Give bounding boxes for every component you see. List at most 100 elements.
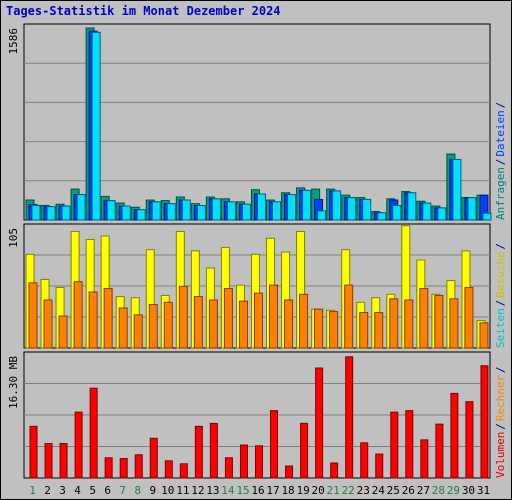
bar-volumen-day-13 <box>209 422 218 479</box>
bar-besuche-day-6 <box>103 288 113 349</box>
x-tick-day-14: 14 <box>221 484 235 497</box>
x-tick-day-27: 27 <box>417 484 430 497</box>
bar-besuche-day-25 <box>389 298 399 349</box>
y-max-label-bottom: 16.30 MB <box>7 356 20 409</box>
bar-volumen-day-21 <box>330 462 339 479</box>
bar-volumen-day-27 <box>420 439 429 479</box>
bar-seiten-day-5 <box>91 31 101 221</box>
bar-seiten-day-14 <box>226 201 236 221</box>
bar-seiten-day-7 <box>121 205 131 221</box>
bar-seiten-day-24 <box>377 212 387 221</box>
x-tick-day-21: 21 <box>327 484 340 497</box>
bar-besuche-day-17 <box>269 284 279 349</box>
legend-label-seiten: Seiten <box>494 308 507 348</box>
bar-volumen-day-30 <box>465 401 474 479</box>
bar-besuche-day-16 <box>253 292 263 349</box>
bar-besuche-day-19 <box>299 293 309 349</box>
x-tick-day-17: 17 <box>266 484 279 497</box>
bar-seiten-day-22 <box>347 197 357 221</box>
bar-volumen-day-26 <box>405 410 414 479</box>
bar-besuche-day-26 <box>404 299 414 349</box>
bar-volumen-day-17 <box>270 410 279 479</box>
bar-besuche-day-11 <box>178 285 188 349</box>
x-tick-day-8: 8 <box>134 484 141 497</box>
bar-seiten-day-4 <box>76 194 86 221</box>
bar-besuche-day-14 <box>223 288 233 349</box>
bar-seiten-day-23 <box>362 198 372 221</box>
bar-volumen-day-22 <box>345 356 354 479</box>
bar-seiten-day-19 <box>302 189 312 221</box>
x-tick-day-3: 3 <box>59 484 66 497</box>
bar-besuche-day-9 <box>148 304 158 349</box>
x-tick-day-7: 7 <box>119 484 126 497</box>
bar-seiten-day-13 <box>211 198 221 221</box>
bar-volumen-day-7 <box>119 458 128 479</box>
bar-besuche-day-12 <box>193 296 203 349</box>
legend-label-separator: / <box>494 102 507 109</box>
x-tick-day-10: 10 <box>161 484 174 497</box>
bar-seiten-day-16 <box>256 193 266 221</box>
bar-seiten-day-15 <box>241 203 251 221</box>
bar-volumen-day-10 <box>164 460 173 479</box>
x-tick-day-16: 16 <box>251 484 264 497</box>
bar-volumen-day-5 <box>89 387 98 479</box>
x-tick-day-25: 25 <box>387 484 400 497</box>
bar-volumen-day-4 <box>74 411 83 479</box>
bar-seiten-day-25 <box>392 204 402 221</box>
bar-seiten-day-11 <box>181 199 191 221</box>
bar-seiten-day-28 <box>437 207 447 221</box>
bar-besuche-day-24 <box>374 312 384 349</box>
x-tick-day-6: 6 <box>104 484 111 497</box>
bar-volumen-day-16 <box>254 445 263 479</box>
bar-volumen-day-24 <box>375 453 384 479</box>
bar-seiten-day-21 <box>332 190 342 221</box>
bar-volumen-day-8 <box>134 454 143 479</box>
x-tick-day-22: 22 <box>342 484 355 497</box>
legend-label-separator: / <box>494 423 507 430</box>
bar-seiten-day-8 <box>136 209 146 221</box>
legend-label-separator: / <box>494 366 507 373</box>
x-tick-day-26: 26 <box>402 484 415 497</box>
x-tick-day-2: 2 <box>44 484 51 497</box>
bar-volumen-day-6 <box>104 457 113 479</box>
bar-besuche-day-20 <box>314 308 324 349</box>
bar-seiten-day-12 <box>196 204 206 221</box>
legend-label-separator: / <box>494 159 507 166</box>
bar-besuche-day-5 <box>88 291 98 349</box>
bar-besuche-day-7 <box>118 307 128 349</box>
bar-seiten-day-18 <box>287 194 297 221</box>
bar-seiten-day-2 <box>46 206 56 221</box>
bar-seiten-day-27 <box>422 202 432 221</box>
x-tick-day-9: 9 <box>149 484 156 497</box>
bar-besuche-day-3 <box>58 315 68 349</box>
bar-volumen-day-19 <box>300 422 309 479</box>
legend-label-dateien: Dateien <box>494 110 507 156</box>
x-tick-day-13: 13 <box>206 484 219 497</box>
bar-volumen-day-23 <box>360 442 369 479</box>
bar-seiten-day-31 <box>482 212 492 221</box>
legend-label-separator: / <box>494 300 507 307</box>
bar-volumen-day-3 <box>59 443 68 479</box>
legend-label-rechner: Rechner <box>494 374 507 421</box>
legend-label-anfragen: Anfragen <box>494 167 507 220</box>
bar-besuche-day-30 <box>464 286 474 349</box>
x-tick-day-24: 24 <box>372 484 386 497</box>
x-tick-day-4: 4 <box>74 484 81 497</box>
bar-volumen-day-25 <box>390 411 399 479</box>
bar-besuche-day-1 <box>28 282 38 349</box>
x-tick-day-20: 20 <box>312 484 325 497</box>
bar-besuche-day-4 <box>73 281 83 349</box>
bar-seiten-day-6 <box>106 200 116 221</box>
x-tick-day-5: 5 <box>89 484 96 497</box>
bar-besuche-day-23 <box>359 312 369 349</box>
x-tick-day-19: 19 <box>296 484 309 497</box>
bar-volumen-day-14 <box>224 457 233 479</box>
bar-seiten-day-26 <box>407 192 417 221</box>
bar-besuche-day-21 <box>329 310 339 349</box>
bar-seiten-day-9 <box>151 201 161 221</box>
x-tick-day-23: 23 <box>357 484 370 497</box>
chart-title: Tages-Statistik im Monat Dezember 2024 <box>6 4 281 18</box>
bar-seiten-day-1 <box>31 204 41 221</box>
bar-volumen-day-15 <box>239 444 248 479</box>
